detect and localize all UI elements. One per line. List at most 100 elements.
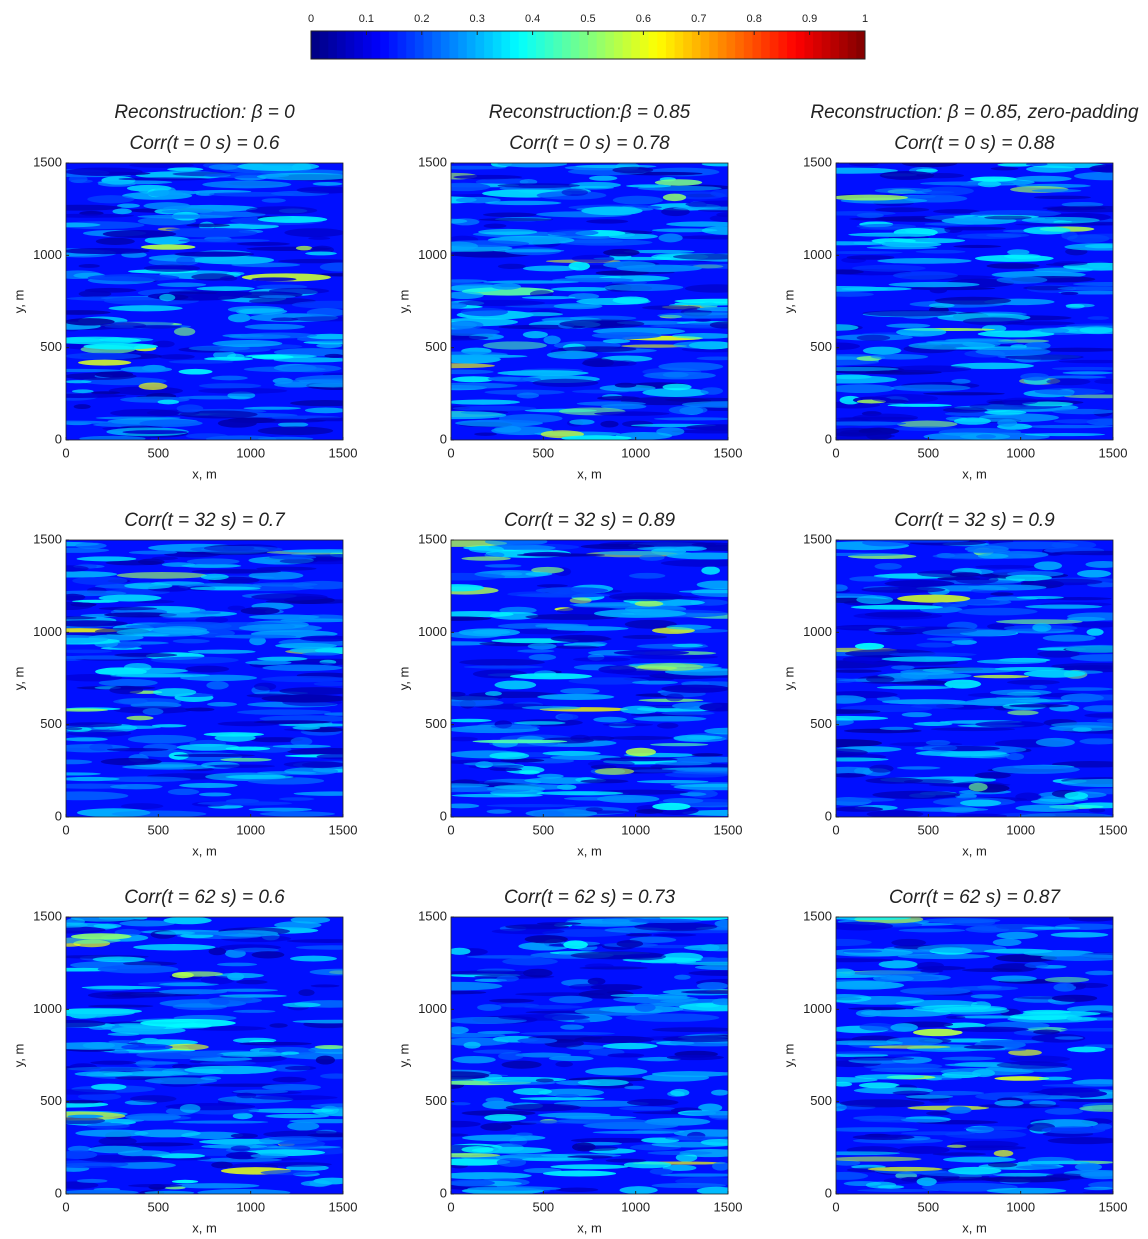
texture-streak bbox=[316, 753, 343, 760]
colorbar-swatch bbox=[510, 31, 520, 59]
texture-streak bbox=[173, 753, 256, 758]
texture-streak bbox=[994, 1100, 1024, 1107]
texture-streak bbox=[1079, 326, 1113, 334]
texture-streak bbox=[981, 324, 1007, 333]
y-tick-label: 1000 bbox=[418, 1001, 447, 1016]
texture-streak bbox=[124, 582, 173, 590]
texture-streak bbox=[874, 563, 902, 570]
texture-streak bbox=[848, 163, 879, 167]
colorbar-swatch bbox=[631, 31, 641, 59]
texture-streak bbox=[870, 394, 939, 404]
texture-streak bbox=[451, 1071, 490, 1080]
x-tick-label: 1000 bbox=[1006, 822, 1035, 837]
texture-streak bbox=[66, 759, 93, 765]
texture-streak bbox=[836, 1056, 915, 1061]
y-axis-label: y, m bbox=[11, 667, 26, 691]
texture-streak bbox=[546, 350, 598, 360]
colorbar-swatch bbox=[553, 31, 563, 59]
texture-streak bbox=[550, 634, 610, 643]
texture-streak bbox=[892, 1090, 931, 1096]
texture-streak bbox=[625, 1013, 720, 1022]
colorbar-swatch bbox=[579, 31, 589, 59]
texture-streak bbox=[609, 735, 674, 741]
x-tick-label: 500 bbox=[147, 822, 169, 837]
y-axis-label: y, m bbox=[781, 667, 796, 691]
texture-streak bbox=[157, 282, 207, 288]
texture-streak bbox=[1073, 171, 1113, 181]
x-tick-label: 1000 bbox=[236, 1199, 265, 1214]
texture-streak bbox=[451, 320, 484, 330]
texture-streak bbox=[560, 1024, 585, 1030]
texture-streak bbox=[926, 637, 974, 641]
texture-streak bbox=[836, 194, 908, 201]
panel-title: Corr(t = 32 s) = 0.9 bbox=[894, 510, 1055, 531]
texture-streak bbox=[458, 628, 521, 637]
texture-streak bbox=[219, 276, 238, 281]
texture-streak bbox=[286, 939, 343, 943]
texture-streak bbox=[284, 228, 343, 238]
texture-streak bbox=[632, 680, 678, 685]
texture-streak bbox=[870, 353, 929, 360]
y-axis-label: y, m bbox=[781, 1044, 796, 1068]
texture-streak bbox=[650, 743, 709, 747]
texture-streak bbox=[106, 747, 169, 752]
texture-streak bbox=[66, 918, 85, 926]
texture-streak bbox=[980, 1039, 1045, 1044]
texture-streak bbox=[71, 933, 132, 940]
texture-streak bbox=[237, 163, 320, 171]
texture-streak bbox=[836, 342, 860, 350]
texture-streak bbox=[1014, 175, 1072, 182]
colorbar-swatch bbox=[475, 31, 485, 59]
texture-streak bbox=[94, 371, 134, 378]
texture-streak bbox=[490, 723, 541, 730]
texture-streak bbox=[451, 328, 500, 336]
texture-streak bbox=[1060, 291, 1079, 295]
heatmap bbox=[66, 917, 343, 1194]
texture-streak bbox=[226, 271, 245, 276]
texture-streak bbox=[66, 1100, 104, 1104]
texture-streak bbox=[191, 569, 282, 574]
y-tick-label: 500 bbox=[810, 716, 832, 731]
texture-streak bbox=[284, 1065, 317, 1071]
texture-streak bbox=[836, 994, 872, 1003]
texture-streak bbox=[91, 1083, 127, 1091]
colorbar-swatch bbox=[605, 31, 615, 59]
texture-streak bbox=[279, 558, 318, 564]
texture-streak bbox=[949, 572, 981, 577]
y-tick-label: 500 bbox=[40, 339, 62, 354]
texture-streak bbox=[451, 1172, 532, 1180]
texture-streak bbox=[151, 556, 179, 561]
y-tick-label: 0 bbox=[55, 431, 62, 446]
texture-streak bbox=[944, 226, 963, 233]
texture-streak bbox=[262, 664, 343, 672]
texture-streak bbox=[185, 665, 230, 673]
texture-streak bbox=[236, 709, 331, 715]
texture-streak bbox=[666, 552, 728, 560]
texture-streak bbox=[309, 968, 343, 976]
texture-streak bbox=[836, 678, 857, 684]
colorbar-swatch bbox=[311, 31, 321, 59]
texture-streak bbox=[559, 319, 645, 329]
texture-streak bbox=[485, 200, 562, 206]
heatmap bbox=[451, 540, 728, 817]
texture-streak bbox=[668, 405, 708, 415]
texture-streak bbox=[662, 383, 692, 391]
texture-streak bbox=[1046, 378, 1091, 386]
texture-streak bbox=[557, 713, 579, 720]
texture-streak bbox=[143, 202, 191, 210]
texture-streak bbox=[675, 961, 728, 966]
texture-streak bbox=[970, 994, 1003, 999]
texture-streak bbox=[688, 970, 728, 976]
texture-streak bbox=[964, 545, 1009, 553]
texture-streak bbox=[502, 957, 558, 966]
texture-streak bbox=[536, 791, 624, 796]
texture-streak bbox=[622, 634, 668, 640]
texture-streak bbox=[704, 727, 728, 735]
texture-streak bbox=[66, 1089, 117, 1095]
texture-streak bbox=[66, 943, 81, 947]
texture-streak bbox=[1052, 550, 1113, 556]
texture-streak bbox=[561, 435, 632, 440]
texture-streak bbox=[922, 628, 1017, 637]
texture-streak bbox=[480, 1123, 512, 1131]
colorbar-swatch bbox=[362, 31, 373, 59]
